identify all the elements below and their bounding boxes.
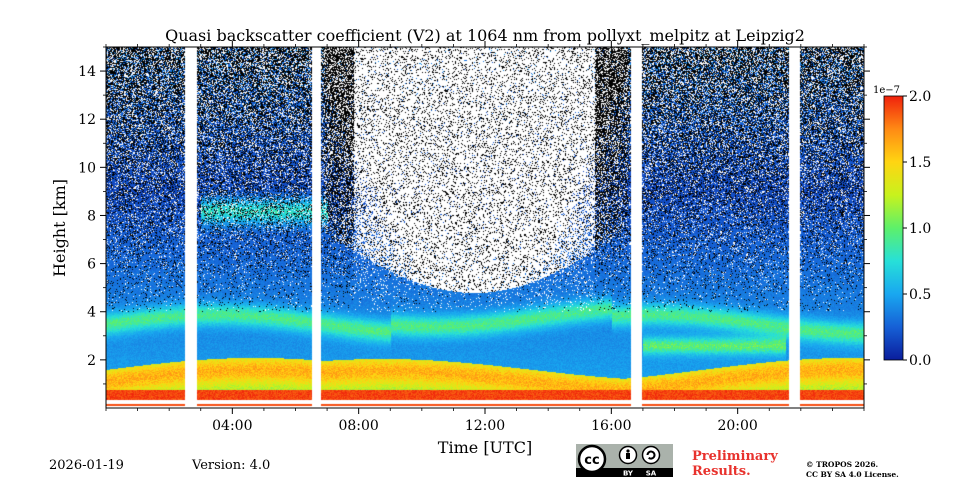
y-tick-label: 6 — [87, 257, 96, 273]
colorbar-tick-label: 0.5 — [909, 287, 931, 303]
copyright-notice: © TROPOS 2026. CC BY SA 4.0 License. — [806, 460, 899, 480]
copyright-line-2: CC BY SA 4.0 License. — [806, 470, 899, 479]
sa-share-icon — [641, 445, 661, 465]
y-tick-label: 14 — [78, 64, 96, 80]
cc-badge-strip — [576, 468, 673, 477]
footer-version: Version: 4.0 — [192, 458, 271, 473]
preliminary-line-2: Results. — [692, 464, 751, 479]
x-axis-label: Time [UTC] — [438, 438, 532, 457]
colorbar-tick-label: 0.0 — [909, 353, 931, 369]
y-tick-label: 12 — [78, 112, 96, 128]
preliminary-notice: Preliminary Results. — [692, 449, 778, 479]
badge-by-label: BY — [623, 470, 634, 478]
x-tick-label: 20:00 — [717, 418, 757, 434]
badge-sa-label: SA — [646, 470, 657, 478]
sa-share-icon-arc — [646, 450, 656, 460]
y-tick-label: 8 — [87, 208, 96, 224]
colorbar-tick-label: 1.5 — [909, 155, 931, 171]
x-tick-label: 12:00 — [465, 418, 505, 434]
x-axis: 04:00 08:00 12:00 16:00 20:00 — [105, 41, 865, 434]
chart-title: Quasi backscatter coefficient (V2) at 10… — [165, 26, 805, 45]
colorbar-ticks: 0.0 0.5 1.0 1.5 2.0 — [903, 89, 931, 369]
y-axis-label: Height [km] — [50, 179, 69, 277]
colorbar-gradient — [883, 95, 904, 361]
preliminary-line-1: Preliminary — [692, 449, 778, 464]
by-person-icon-head — [626, 449, 630, 453]
y-tick-label: 2 — [87, 353, 96, 369]
colorbar-tick-label: 1.0 — [909, 221, 931, 237]
backscatter-heatmap — [106, 47, 864, 408]
colorbar-tick-label: 2.0 — [909, 89, 931, 105]
x-tick-label: 16:00 — [591, 418, 631, 434]
x-tick-label: 08:00 — [338, 418, 378, 434]
copyright-line-1: © TROPOS 2026. — [806, 460, 879, 469]
cc-icon-glyph: cc — [584, 453, 599, 468]
cc-license-badge: cc BY SA — [576, 444, 673, 477]
by-person-icon-body — [626, 453, 630, 459]
y-tick-label: 10 — [78, 160, 96, 176]
plot-area — [105, 46, 865, 409]
colorbar-scale-label: 1e−7 — [873, 85, 900, 96]
footer-date: 2026-01-19 — [49, 458, 124, 473]
y-axis: 2 4 6 8 10 12 14 — [78, 46, 870, 385]
x-tick-label: 04:00 — [212, 418, 252, 434]
y-tick-label: 4 — [87, 305, 96, 321]
colorbar: 1e−7 0.0 0.5 1.0 1.5 2.0 — [873, 85, 931, 369]
cc-icon — [577, 444, 607, 474]
